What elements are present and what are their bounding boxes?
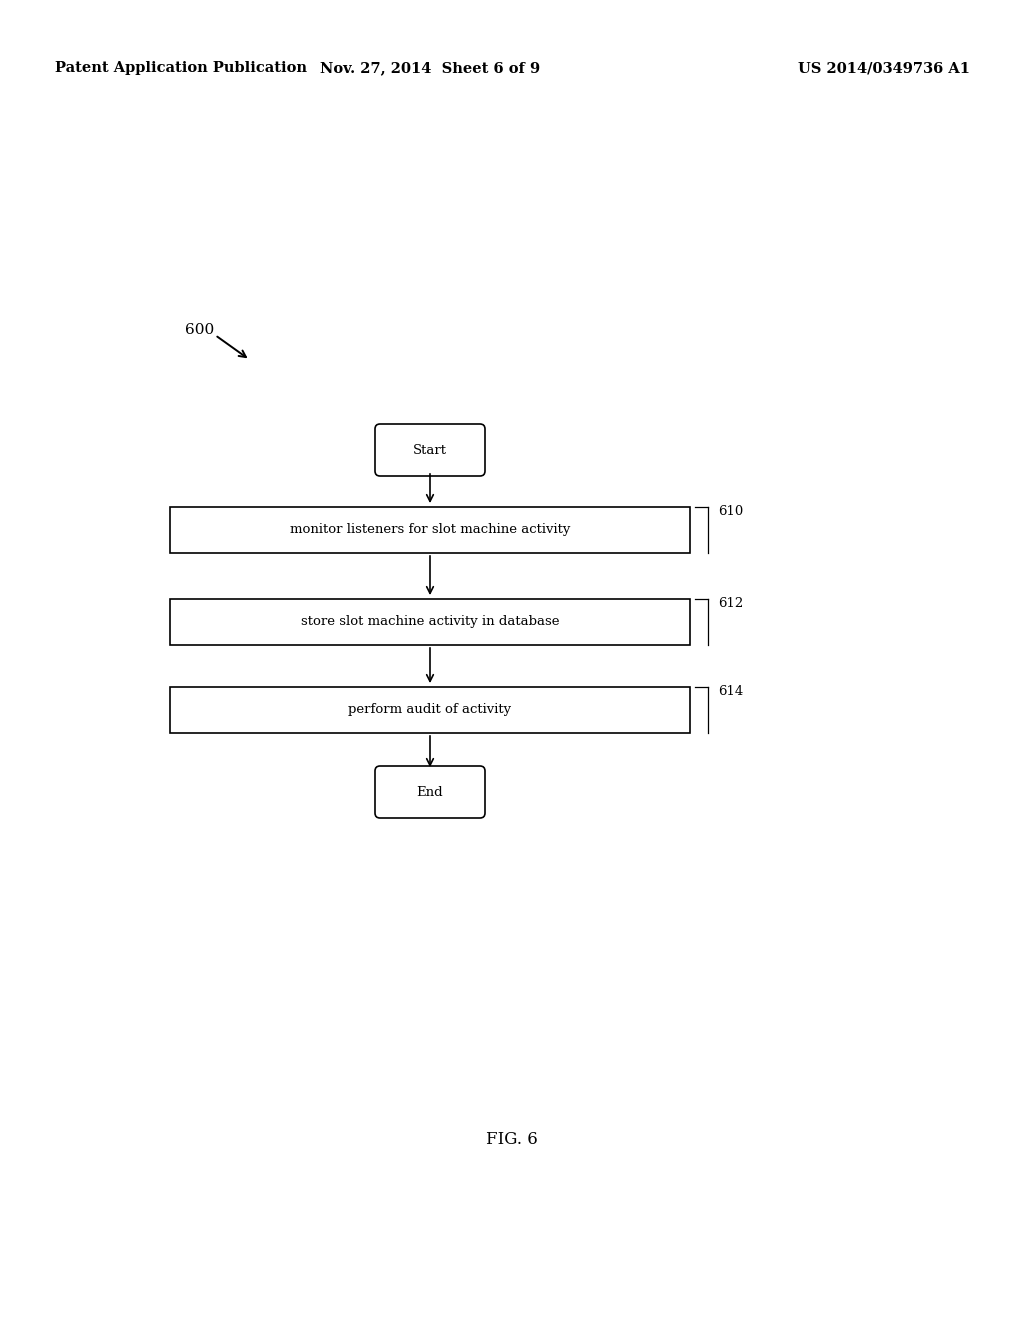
Bar (170, 599, 690, 645)
Text: monitor listeners for slot machine activity: monitor listeners for slot machine activ… (290, 524, 570, 536)
FancyBboxPatch shape (375, 424, 485, 477)
Text: 612: 612 (718, 597, 743, 610)
Text: perform audit of activity: perform audit of activity (348, 704, 512, 717)
Text: 610: 610 (718, 506, 743, 517)
Text: US 2014/0349736 A1: US 2014/0349736 A1 (798, 61, 970, 75)
Text: Patent Application Publication: Patent Application Publication (55, 61, 307, 75)
Text: FIG. 6: FIG. 6 (486, 1131, 538, 1148)
Text: 600: 600 (185, 323, 214, 337)
Text: End: End (417, 785, 443, 799)
Text: Start: Start (413, 444, 447, 457)
Text: Nov. 27, 2014  Sheet 6 of 9: Nov. 27, 2014 Sheet 6 of 9 (319, 61, 540, 75)
FancyBboxPatch shape (375, 766, 485, 818)
Text: 614: 614 (718, 685, 743, 698)
Text: store slot machine activity in database: store slot machine activity in database (301, 615, 559, 628)
Bar (170, 507, 690, 553)
Bar (170, 686, 690, 733)
